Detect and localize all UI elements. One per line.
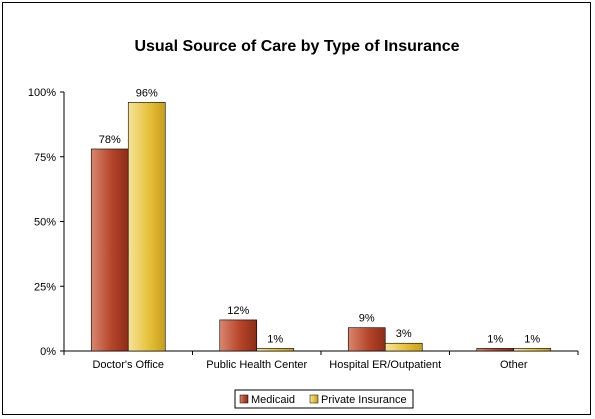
- legend-swatch-medicaid: [239, 394, 249, 404]
- data-label: 1%: [267, 333, 283, 345]
- bar-medicaid-0: [90, 148, 129, 352]
- data-label: 12%: [227, 305, 249, 317]
- legend-label-private-insurance: Private Insurance: [321, 394, 407, 406]
- bar-private-insurance-1: [256, 348, 295, 352]
- chart-title: Usual Source of Care by Type of Insuranc…: [134, 38, 459, 55]
- y-tick-label: 0%: [40, 346, 56, 358]
- x-tick-label: Other: [500, 359, 528, 371]
- y-tick-label: 100%: [28, 87, 56, 99]
- legend-label-medicaid: Medicaid: [251, 394, 295, 406]
- data-label: 1%: [524, 333, 540, 345]
- x-tick-label: Public Health Center: [206, 359, 307, 371]
- legend-swatch-private-insurance: [309, 394, 319, 404]
- bar-private-insurance-2: [384, 342, 423, 352]
- data-label: 96%: [136, 87, 158, 99]
- data-label: 3%: [396, 328, 412, 340]
- y-tick-label: 50%: [34, 217, 56, 229]
- bar-medicaid-2: [347, 327, 386, 352]
- bars: [90, 102, 552, 352]
- bar-private-insurance-3: [513, 348, 552, 352]
- data-labels: 78% 12% 9% 1% 96% 1% 3% 1%: [99, 87, 541, 345]
- x-tick-label: Doctor's Office: [92, 359, 164, 371]
- data-label: 9%: [359, 313, 375, 325]
- legend: Medicaid Private Insurance: [234, 389, 414, 409]
- y-tick-label: 75%: [34, 152, 56, 164]
- legend-box: [234, 389, 414, 409]
- x-tick-label: Hospital ER/Outpatient: [329, 359, 441, 371]
- data-label: 78%: [99, 134, 121, 146]
- y-tick-label: 25%: [34, 281, 56, 293]
- bar-medicaid-1: [219, 319, 258, 352]
- data-label: 1%: [487, 333, 503, 345]
- bar-private-insurance-0: [127, 102, 166, 352]
- bar-medicaid-3: [476, 348, 515, 352]
